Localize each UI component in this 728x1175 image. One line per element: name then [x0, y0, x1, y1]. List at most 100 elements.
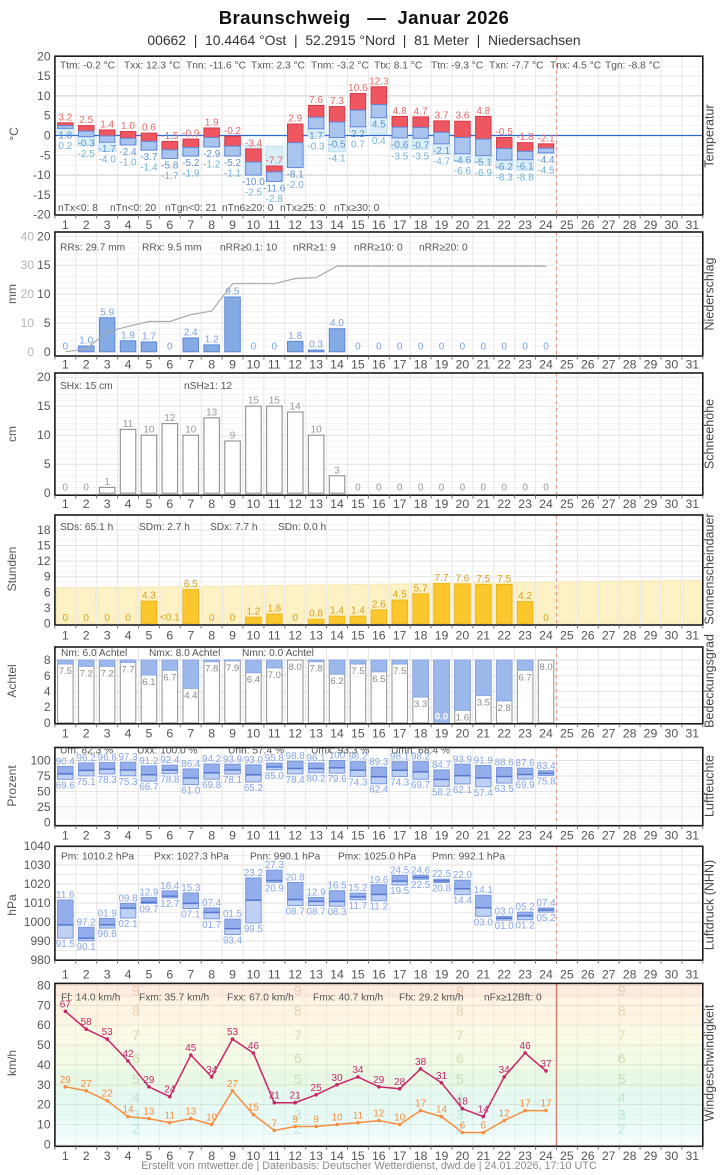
svg-text:30: 30: [665, 358, 679, 372]
svg-text:RRs: 29.7 mm: RRs: 29.7 mm: [60, 243, 125, 254]
svg-text:-20: -20: [33, 208, 51, 222]
svg-text:17: 17: [540, 1099, 552, 1110]
svg-text:0.0: 0.0: [435, 712, 448, 723]
svg-text:-4.0: -4.0: [99, 155, 117, 166]
svg-text:6.5: 6.5: [184, 579, 198, 590]
svg-text:16.5: 16.5: [327, 881, 347, 892]
svg-text:34: 34: [352, 1065, 364, 1076]
svg-text:7: 7: [187, 829, 194, 843]
svg-text:12: 12: [37, 554, 51, 568]
svg-text:22: 22: [497, 497, 511, 511]
svg-text:2.5: 2.5: [79, 115, 93, 126]
svg-text:9: 9: [313, 1115, 319, 1126]
svg-text:10: 10: [247, 967, 261, 981]
svg-text:69.9: 69.9: [516, 780, 535, 791]
svg-text:8: 8: [44, 653, 51, 667]
svg-text:65.2: 65.2: [244, 783, 263, 794]
svg-text:0: 0: [355, 482, 361, 493]
svg-text:28: 28: [623, 497, 637, 511]
svg-text:34: 34: [206, 1065, 218, 1076]
svg-text:18: 18: [414, 629, 428, 643]
svg-text:14: 14: [330, 218, 344, 232]
svg-text:19: 19: [435, 497, 449, 511]
svg-text:0: 0: [292, 613, 298, 624]
svg-text:SDm: 2.7 h: SDm: 2.7 h: [139, 522, 190, 533]
svg-text:8: 8: [208, 358, 215, 372]
svg-text:4: 4: [125, 727, 132, 741]
svg-text:26: 26: [581, 218, 595, 232]
svg-text:0: 0: [63, 341, 69, 352]
svg-text:20: 20: [456, 727, 470, 741]
svg-text:-8.1: -8.1: [287, 170, 305, 181]
svg-text:12: 12: [288, 218, 302, 232]
svg-text:3: 3: [456, 1107, 464, 1123]
svg-text:26: 26: [581, 829, 595, 843]
svg-text:8: 8: [208, 218, 215, 232]
svg-text:-5: -5: [40, 148, 51, 162]
svg-text:88.6: 88.6: [495, 758, 515, 769]
svg-text:22.5: 22.5: [432, 869, 452, 880]
svg-text:79.6: 79.6: [327, 774, 347, 785]
svg-text:-6.2: -6.2: [496, 162, 514, 173]
svg-text:2: 2: [83, 358, 90, 372]
svg-text:12: 12: [288, 829, 302, 843]
svg-text:91.9: 91.9: [474, 756, 493, 767]
svg-text:23: 23: [518, 1149, 532, 1163]
svg-text:9: 9: [294, 982, 302, 998]
svg-text:91.2: 91.2: [139, 756, 158, 767]
svg-text:-4.6: -4.6: [454, 156, 472, 167]
svg-text:1.2: 1.2: [205, 334, 219, 345]
svg-text:Ttn: -9.3 °C: Ttn: -9.3 °C: [431, 61, 483, 72]
svg-text:-3.4: -3.4: [245, 139, 263, 150]
svg-text:13: 13: [309, 1149, 323, 1163]
svg-text:10: 10: [247, 829, 261, 843]
svg-text:17: 17: [393, 497, 407, 511]
svg-text:12: 12: [288, 358, 302, 372]
svg-text:13: 13: [309, 218, 323, 232]
svg-text:7: 7: [456, 1027, 464, 1043]
svg-text:1: 1: [62, 218, 69, 232]
svg-text:-10.0: -10.0: [242, 177, 265, 188]
svg-text:23: 23: [518, 967, 532, 981]
svg-text:12: 12: [288, 497, 302, 511]
svg-text:23: 23: [518, 358, 532, 372]
svg-text:28: 28: [623, 829, 637, 843]
svg-text:0: 0: [481, 341, 487, 352]
svg-text:1.8: 1.8: [267, 604, 281, 615]
svg-text:0: 0: [209, 613, 215, 624]
svg-text:SHx: 15 cm: SHx: 15 cm: [60, 381, 113, 392]
svg-text:96.6: 96.6: [98, 753, 118, 764]
svg-text:07.1: 07.1: [181, 910, 200, 921]
svg-text:24.5: 24.5: [390, 866, 410, 877]
svg-text:22: 22: [497, 218, 511, 232]
svg-text:18: 18: [457, 1097, 469, 1108]
svg-text:11: 11: [268, 1149, 281, 1163]
svg-text:19: 19: [435, 727, 449, 741]
svg-text:53: 53: [227, 1027, 239, 1038]
svg-text:16: 16: [372, 218, 386, 232]
svg-text:7: 7: [187, 629, 194, 643]
svg-text:7.9: 7.9: [226, 663, 239, 674]
svg-text:27: 27: [602, 497, 616, 511]
svg-text:93.9: 93.9: [223, 754, 242, 765]
svg-text:09.7: 09.7: [139, 905, 158, 916]
svg-text:-1.7: -1.7: [161, 171, 179, 182]
svg-text:13: 13: [185, 1107, 197, 1118]
svg-text:-2.5: -2.5: [245, 188, 263, 199]
svg-text:11: 11: [268, 967, 281, 981]
svg-text:0: 0: [44, 345, 51, 359]
svg-text:0: 0: [63, 613, 69, 624]
svg-text:6: 6: [166, 1149, 173, 1163]
svg-text:9: 9: [229, 967, 236, 981]
svg-text:15: 15: [248, 1103, 260, 1114]
svg-text:SDs: 65.1 h: SDs: 65.1 h: [60, 522, 113, 533]
svg-text:30: 30: [665, 629, 679, 643]
svg-text:29: 29: [644, 497, 658, 511]
svg-text:9: 9: [229, 218, 236, 232]
svg-text:nTx≥25: 0: nTx≥25: 0: [280, 203, 326, 214]
svg-text:-6.6: -6.6: [454, 166, 472, 177]
svg-text:27: 27: [602, 1149, 616, 1163]
svg-text:Bedeckungsgrad: Bedeckungsgrad: [703, 634, 717, 728]
svg-text:1: 1: [62, 497, 69, 511]
svg-text:2: 2: [132, 1121, 140, 1137]
